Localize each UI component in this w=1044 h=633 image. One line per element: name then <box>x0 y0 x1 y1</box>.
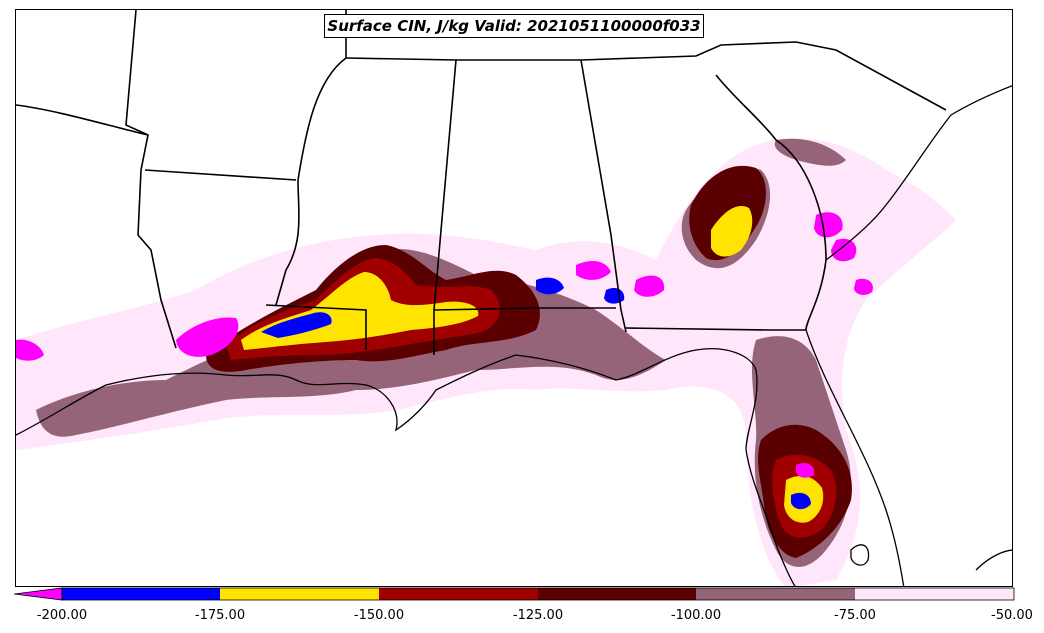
coastline <box>16 85 1012 586</box>
colorbar-tick-label: -100.00 <box>670 608 722 623</box>
border-line <box>715 74 827 331</box>
cin-contour-mauve <box>36 138 851 567</box>
state-borders <box>16 10 947 355</box>
colorbar-outline <box>61 587 1015 601</box>
colorbar-tick-label: -75.00 <box>834 608 876 623</box>
coast-line <box>805 329 905 586</box>
border-line <box>433 307 616 311</box>
coast-line <box>16 348 796 586</box>
border-line <box>125 10 177 349</box>
cin-field <box>16 138 956 586</box>
colorbar-segment <box>855 588 1014 600</box>
colorbar <box>14 587 1015 601</box>
map-panel <box>15 9 1013 587</box>
cin-contour-magenta <box>16 212 873 478</box>
border-line <box>625 327 806 331</box>
border-line <box>456 59 627 333</box>
border-line <box>144 169 297 181</box>
border-line <box>345 57 457 355</box>
colorbar-tick-label: -150.00 <box>353 608 405 623</box>
colorbar-tick-label: -175.00 <box>194 608 246 623</box>
colorbar-segment <box>220 588 379 600</box>
colorbar-segment <box>696 588 855 600</box>
map-title: Surface CIN, J/kg Valid: 2021051100000f0… <box>324 14 704 38</box>
colorbar-segment <box>379 588 538 600</box>
colorbar-tick-label: -125.00 <box>512 608 564 623</box>
coast-line <box>850 544 870 566</box>
border-line <box>580 41 947 111</box>
colorbar-segment <box>538 588 696 600</box>
border-line <box>275 10 347 306</box>
coast-line <box>975 549 1012 571</box>
colorbar-under-triangle <box>14 587 63 601</box>
coast-line <box>825 85 1012 261</box>
map-canvas <box>16 10 1012 586</box>
border-line <box>265 304 367 350</box>
colorbar-segment <box>62 588 220 600</box>
colorbar-tick-label: -200.00 <box>36 608 88 623</box>
colorbar-tick-label: -50.00 <box>991 608 1033 623</box>
border-line <box>16 104 149 136</box>
